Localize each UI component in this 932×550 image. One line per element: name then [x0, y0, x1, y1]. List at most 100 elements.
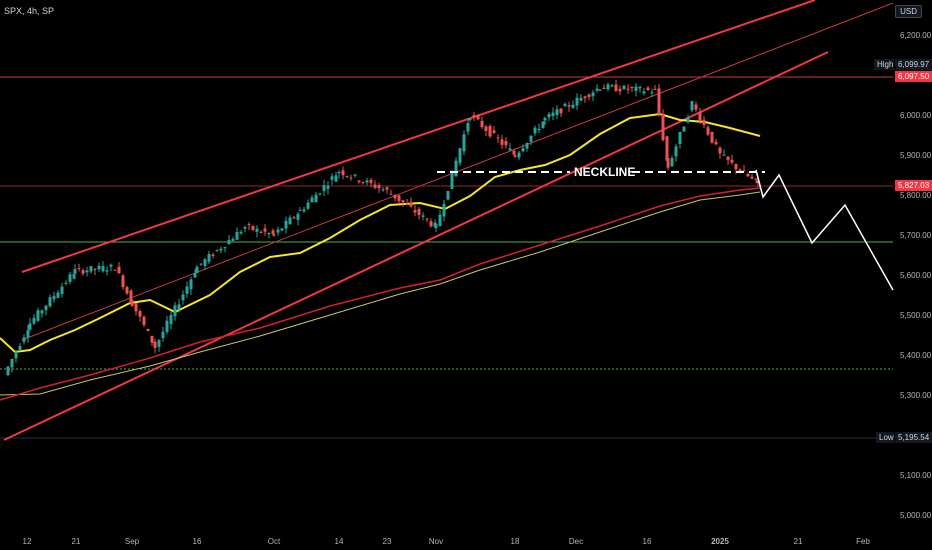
- candle-body: [529, 135, 533, 142]
- candle-body: [302, 209, 306, 212]
- candle-body: [341, 170, 345, 176]
- candle-body: [466, 123, 470, 132]
- candle-body: [296, 213, 300, 220]
- candle-body: [185, 286, 189, 294]
- low-tag: Low 5,195.54: [876, 432, 932, 443]
- candle-body: [508, 148, 512, 151]
- candle-body: [357, 180, 361, 182]
- candle-body: [718, 147, 722, 154]
- candle-body: [349, 177, 353, 179]
- candle-body: [587, 94, 591, 97]
- candle-body: [670, 158, 674, 167]
- candle-body: [326, 185, 330, 189]
- candle-body: [666, 158, 670, 168]
- candle-body: [525, 143, 529, 149]
- candle-body: [239, 231, 243, 234]
- price-tick-label: 5,600.00: [900, 271, 932, 280]
- candle-body: [255, 228, 259, 232]
- time-axis[interactable]: 12 21 Sep 16 Oct 14 23 Nov 18 Dec 16 2025 21 Feb: [23, 537, 871, 546]
- candle-body: [381, 189, 385, 191]
- candle-body: [661, 113, 665, 141]
- current-price-tag: 5,827.03: [895, 180, 932, 191]
- candle-body: [438, 214, 442, 227]
- candle-body: [417, 208, 421, 216]
- candle-body: [642, 91, 646, 94]
- candle-body: [389, 193, 393, 195]
- candle-body: [207, 254, 211, 262]
- candle-body: [223, 247, 227, 249]
- candle-body: [113, 269, 117, 271]
- candle-body: [280, 228, 284, 231]
- time-tick-label: 23: [383, 537, 392, 546]
- candle-body: [690, 101, 694, 111]
- candle-body: [571, 104, 575, 108]
- candle-body: [227, 239, 231, 244]
- candle-body: [591, 92, 595, 97]
- candle-body: [429, 221, 433, 227]
- time-tick-label: Dec: [569, 537, 583, 546]
- candle-body: [322, 185, 326, 191]
- candle-body: [468, 118, 472, 121]
- candle-body: [353, 174, 357, 176]
- candle-body: [292, 217, 296, 219]
- candle-body: [678, 131, 682, 144]
- price-tick-label: 5,100.00: [900, 471, 932, 480]
- candle-body: [521, 148, 525, 152]
- candle-body: [543, 117, 547, 121]
- candle-body: [219, 248, 223, 251]
- candle-body: [602, 87, 606, 89]
- candle-body: [267, 233, 271, 235]
- candle-body: [738, 169, 742, 172]
- candle-body: [630, 86, 634, 88]
- candle-body: [702, 119, 706, 125]
- candle-body: [10, 358, 14, 368]
- current-price-tag-value: 5,827.03: [898, 181, 930, 190]
- candle-body: [446, 191, 450, 200]
- candle-body: [365, 180, 369, 183]
- candle-body: [405, 203, 409, 205]
- candle-body: [181, 294, 185, 301]
- candle-body: [150, 335, 154, 343]
- candle-body: [56, 292, 60, 298]
- candle-body: [409, 202, 413, 207]
- candle-body: [458, 148, 462, 163]
- candle-body: [138, 311, 142, 317]
- candle-body: [401, 200, 405, 203]
- candle-body: [52, 295, 56, 300]
- candle-body: [653, 88, 657, 90]
- candle-body: [746, 174, 750, 177]
- candle-body: [513, 155, 517, 157]
- candle-body: [533, 127, 537, 134]
- candle-body: [425, 218, 429, 220]
- candle-body: [60, 286, 64, 294]
- candle-body: [189, 279, 193, 290]
- candle-body: [397, 195, 401, 202]
- candle-body: [97, 265, 101, 270]
- candle-body: [551, 112, 555, 117]
- candle-body: [385, 187, 389, 190]
- price-axis[interactable]: 6,200.006,100.006,000.005,900.005,800.00…: [900, 31, 932, 520]
- candle-body: [211, 254, 215, 256]
- candle-body: [235, 232, 239, 240]
- candle-body: [259, 231, 263, 233]
- candle-body: [117, 266, 121, 274]
- ma50-line: [0, 112, 761, 354]
- candle-body: [26, 330, 30, 338]
- candle-body: [44, 305, 48, 311]
- candle-body: [32, 318, 36, 324]
- candle-body: [177, 304, 181, 310]
- currency-badge[interactable]: USD: [895, 5, 922, 18]
- candle-body: [756, 180, 760, 184]
- candle-body: [334, 175, 338, 182]
- candle-body: [579, 97, 583, 101]
- candle-body: [734, 164, 738, 170]
- candle-body: [373, 184, 377, 188]
- price-tick-label: 5,400.00: [900, 351, 932, 360]
- candle-body: [337, 171, 341, 174]
- candle-body: [559, 108, 563, 114]
- candle-body: [251, 225, 255, 230]
- candle-body: [199, 263, 203, 265]
- candle-body: [165, 320, 169, 333]
- candle-body: [626, 88, 630, 90]
